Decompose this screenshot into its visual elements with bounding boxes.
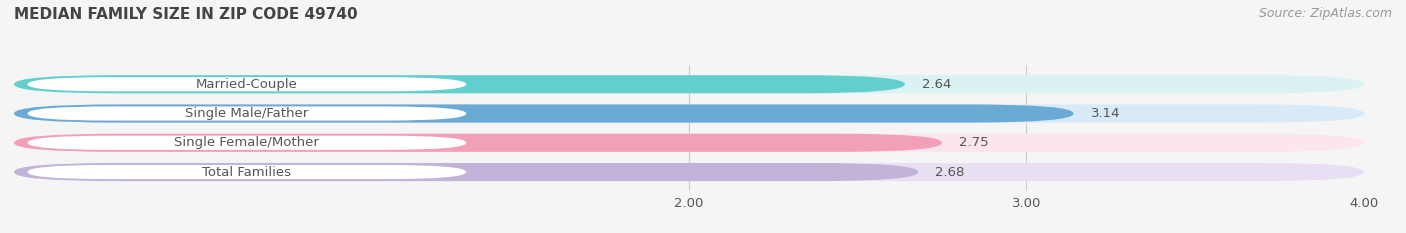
Text: 2.75: 2.75 [959, 136, 988, 149]
Text: Source: ZipAtlas.com: Source: ZipAtlas.com [1258, 7, 1392, 20]
FancyBboxPatch shape [14, 104, 1074, 123]
FancyBboxPatch shape [14, 134, 942, 152]
Text: Single Female/Mother: Single Female/Mother [174, 136, 319, 149]
FancyBboxPatch shape [14, 104, 1364, 123]
FancyBboxPatch shape [14, 163, 1364, 181]
FancyBboxPatch shape [28, 165, 467, 179]
FancyBboxPatch shape [28, 106, 467, 121]
FancyBboxPatch shape [14, 75, 905, 93]
FancyBboxPatch shape [28, 136, 467, 150]
Text: Total Families: Total Families [202, 165, 291, 178]
FancyBboxPatch shape [14, 134, 1364, 152]
Text: 2.68: 2.68 [935, 165, 965, 178]
Text: Single Male/Father: Single Male/Father [186, 107, 308, 120]
FancyBboxPatch shape [14, 163, 918, 181]
FancyBboxPatch shape [14, 75, 1364, 93]
Text: Married-Couple: Married-Couple [195, 78, 298, 91]
FancyBboxPatch shape [28, 77, 467, 91]
Text: 2.64: 2.64 [922, 78, 950, 91]
Text: MEDIAN FAMILY SIZE IN ZIP CODE 49740: MEDIAN FAMILY SIZE IN ZIP CODE 49740 [14, 7, 357, 22]
Text: 3.14: 3.14 [1091, 107, 1121, 120]
